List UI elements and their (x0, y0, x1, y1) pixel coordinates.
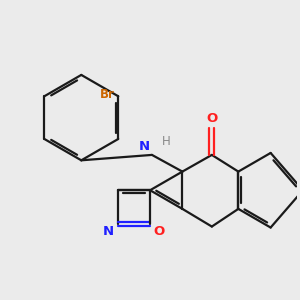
Text: Br: Br (100, 88, 115, 101)
Text: O: O (154, 225, 165, 238)
Text: O: O (206, 112, 218, 125)
Text: N: N (103, 225, 114, 238)
Text: H: H (161, 135, 170, 148)
Text: N: N (139, 140, 150, 153)
